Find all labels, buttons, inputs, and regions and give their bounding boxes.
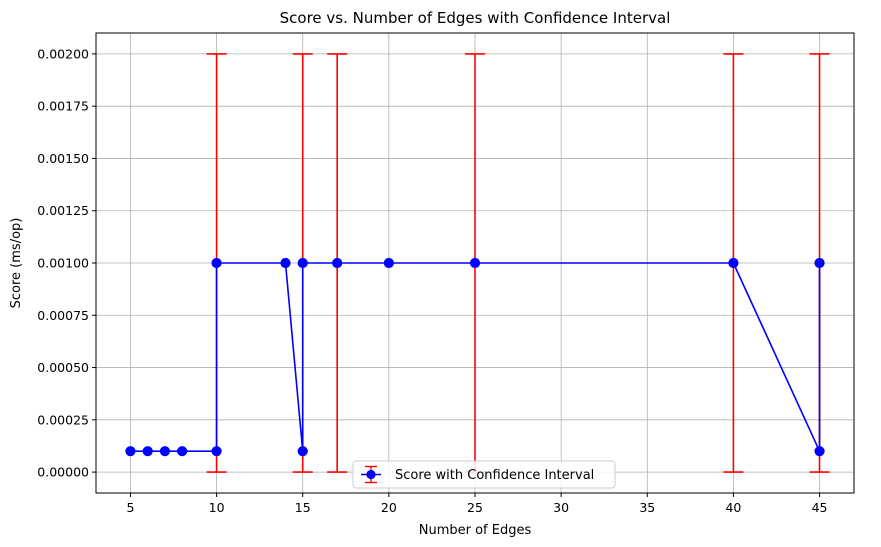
data-point xyxy=(383,257,394,269)
chart-title: Score vs. Number of Edges with Confidenc… xyxy=(280,9,671,27)
y-tick-label: 0.00100 xyxy=(37,256,89,271)
y-tick-label: 0.00050 xyxy=(37,360,89,375)
data-point xyxy=(142,446,153,457)
data-point xyxy=(177,446,188,457)
data-point xyxy=(297,257,308,269)
data-point xyxy=(159,446,171,457)
y-tick-label: 0.00000 xyxy=(37,465,89,480)
legend-entry-label: Score with Confidence Interval xyxy=(395,468,594,483)
y-axis-label: Score (ms/op) xyxy=(9,218,24,309)
data-point xyxy=(297,446,308,457)
data-point xyxy=(211,257,222,269)
data-point xyxy=(814,446,825,457)
x-tick-label: 10 xyxy=(209,500,225,515)
legend-box xyxy=(352,460,616,489)
data-point xyxy=(469,257,481,269)
x-tick-label: 30 xyxy=(553,500,569,515)
y-tick-label: 0.00200 xyxy=(37,46,89,61)
data-point xyxy=(211,446,222,457)
legend-marker xyxy=(366,469,376,480)
x-tick-label: 35 xyxy=(639,500,655,515)
series-markers xyxy=(125,257,825,457)
y-tick-label: 0.00150 xyxy=(37,151,89,166)
legend: Score with Confidence Interval xyxy=(352,460,616,489)
y-tick-label: 0.00175 xyxy=(37,99,89,114)
data-point xyxy=(332,257,343,269)
y-tick-label: 0.00025 xyxy=(37,412,89,427)
x-tick-label: 15 xyxy=(295,500,311,515)
x-tick-label: 20 xyxy=(381,500,397,515)
y-tick-label: 0.00075 xyxy=(37,308,89,323)
x-tick-label: 40 xyxy=(725,500,741,515)
data-point xyxy=(814,257,825,269)
legend-swatch xyxy=(361,465,381,484)
data-point xyxy=(125,446,136,457)
x-tick-label: 45 xyxy=(812,500,828,515)
axis-ticks: 5 10 15 20 25 30 35 40 45 0.00000 0.00025 0.00050 0.… xyxy=(37,46,827,515)
x-axis-label: Number of Edges xyxy=(419,523,532,538)
data-point xyxy=(728,257,739,269)
data-point xyxy=(280,257,291,269)
y-tick-label: 0.00125 xyxy=(37,203,89,218)
x-tick-label: 25 xyxy=(467,500,483,515)
x-tick-label: 5 xyxy=(126,500,134,515)
